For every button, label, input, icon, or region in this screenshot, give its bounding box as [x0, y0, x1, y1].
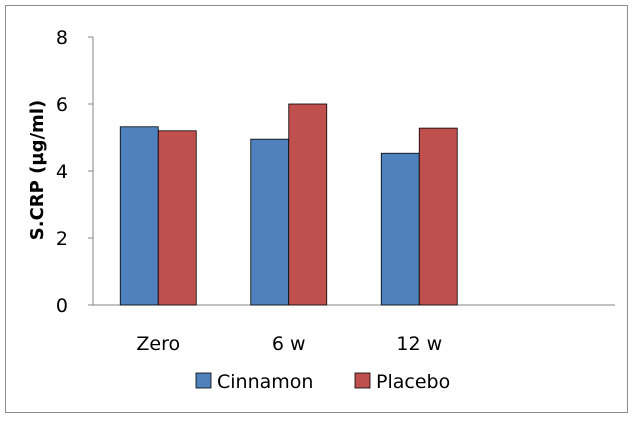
- y-tick-label: 4: [56, 161, 68, 183]
- legend: Cinnamon Placebo: [195, 371, 450, 393]
- y-tick-label: 6: [56, 94, 68, 116]
- y-tick-label: 2: [56, 228, 68, 250]
- x-tick-labels: Zero 6 w 12 w: [136, 333, 442, 355]
- x-tick-label: 6 w: [272, 333, 306, 355]
- y-tick-label: 0: [56, 295, 68, 317]
- bars: [119, 103, 458, 306]
- bar-cinnamon-2: [380, 152, 420, 306]
- bar-cinnamon-1: [250, 138, 290, 306]
- y-tick-label: 8: [56, 27, 68, 49]
- bar-placebo-0: [157, 130, 197, 306]
- x-tick-label: Zero: [136, 333, 180, 355]
- bar-cinnamon-0: [119, 126, 159, 306]
- legend-label-cinnamon: Cinnamon: [217, 371, 313, 393]
- bar-placebo-1: [288, 103, 328, 306]
- y-axis-label: S.CRP (µg/ml): [27, 100, 48, 240]
- y-axis: [88, 36, 94, 306]
- legend-swatch-placebo: [354, 372, 371, 389]
- legend-label-placebo: Placebo: [376, 371, 450, 393]
- x-tick-label: 12 w: [396, 333, 442, 355]
- y-tick-labels: 0 2 4 6 8: [56, 27, 68, 317]
- bar-placebo-2: [418, 127, 458, 306]
- legend-swatch-cinnamon: [195, 372, 212, 389]
